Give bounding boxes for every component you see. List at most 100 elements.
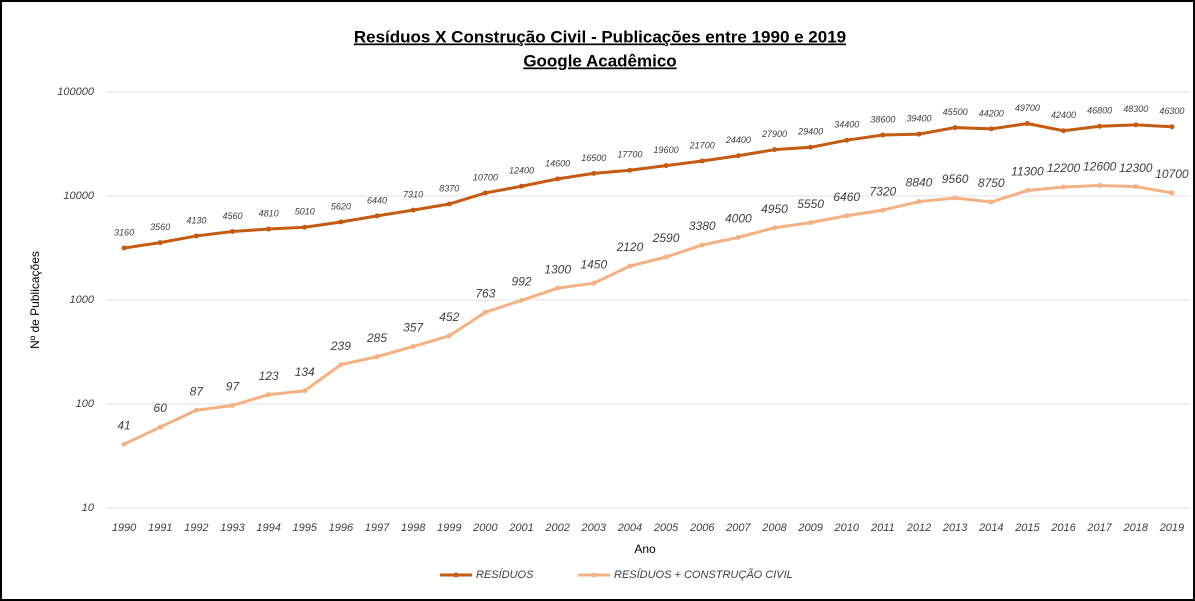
data-label: 3560: [150, 222, 170, 232]
point: [1097, 183, 1103, 189]
y-tick-label: 1000: [70, 294, 95, 306]
x-tick-label: 1995: [292, 522, 317, 534]
data-label: 29400: [797, 127, 823, 137]
point: [157, 424, 163, 430]
x-tick-label: 2009: [797, 522, 822, 534]
x-tick-label: 2007: [725, 522, 751, 534]
y-axis-label: Nº de Publicações: [28, 251, 42, 349]
point: [1024, 187, 1030, 193]
data-label: 123: [259, 369, 279, 383]
data-label: 4000: [725, 212, 752, 226]
data-label: 11300: [1011, 165, 1044, 179]
chart-subtitle: Google Acadêmico: [523, 51, 676, 70]
point: [699, 158, 705, 164]
x-tick-label: 2005: [653, 522, 679, 534]
data-label: 21700: [689, 140, 715, 150]
point: [482, 309, 488, 315]
data-label: 6440: [367, 195, 387, 205]
point: [1024, 121, 1030, 127]
point: [952, 125, 958, 131]
data-label: 3380: [689, 219, 716, 233]
point: [699, 242, 705, 248]
point: [1169, 190, 1175, 196]
data-label: 39400: [906, 113, 931, 123]
y-tick-label: 100: [76, 398, 95, 410]
data-label: 41: [117, 418, 130, 432]
point: [519, 297, 525, 303]
x-tick-label: 2003: [581, 522, 607, 534]
legend-label: RESÍDUOS: [476, 568, 534, 581]
data-label: 34400: [834, 120, 859, 130]
data-label: 8840: [906, 176, 933, 190]
x-tick-label: 2002: [544, 522, 569, 534]
data-label: 5010: [295, 207, 315, 217]
x-tick-label: 2015: [1014, 522, 1040, 534]
data-label: 14600: [545, 158, 570, 168]
legend-marker: [453, 572, 459, 578]
x-tick-label: 1993: [220, 522, 245, 534]
data-label: 27900: [761, 129, 787, 139]
data-label: 19600: [654, 145, 679, 155]
point: [1061, 128, 1067, 134]
legend-label: RESÍDUOS + CONSTRUÇÃO CIVIL: [614, 568, 793, 581]
x-tick-label: 2019: [1159, 522, 1184, 534]
data-label: 10700: [1155, 167, 1189, 181]
point: [591, 170, 597, 176]
data-label: 46300: [1159, 106, 1184, 116]
data-label: 44200: [979, 108, 1004, 118]
data-label: 6460: [833, 190, 860, 204]
point: [771, 147, 777, 153]
x-tick-label: 2013: [942, 522, 968, 534]
data-label: 1300: [544, 262, 571, 276]
data-label: 49700: [1015, 103, 1040, 113]
x-tick-label: 2010: [833, 522, 859, 534]
data-label: 357: [403, 321, 424, 335]
y-tick-label: 10000: [63, 190, 94, 202]
x-tick-label: 2017: [1086, 522, 1112, 534]
data-label: 452: [439, 310, 459, 324]
point: [266, 226, 272, 232]
point: [446, 201, 452, 207]
point: [410, 207, 416, 213]
x-tick-label: 2016: [1050, 522, 1076, 534]
data-label: 7320: [870, 184, 897, 198]
data-label: 285: [366, 331, 387, 345]
data-label: 4810: [259, 208, 279, 218]
data-label: 763: [475, 286, 495, 300]
x-tick-label: 1992: [184, 522, 208, 534]
point: [844, 213, 850, 219]
point: [519, 183, 525, 189]
point: [482, 190, 488, 196]
line: [123, 184, 1173, 446]
point: [735, 234, 741, 240]
point: [121, 245, 127, 251]
point: [627, 167, 633, 173]
data-label: 1450: [580, 257, 607, 271]
data-label: 12400: [509, 166, 534, 176]
point: [988, 126, 994, 132]
chart-title: Resíduos X Construção Civil - Publicaçõe…: [354, 27, 846, 46]
point: [229, 228, 235, 234]
point: [374, 213, 380, 219]
data-label: 60: [154, 401, 168, 415]
data-label: 87: [190, 384, 205, 398]
y-tick-label: 10: [82, 502, 95, 514]
point: [1097, 123, 1103, 129]
point: [157, 240, 163, 246]
x-tick-label: 2000: [472, 522, 498, 534]
legend-marker: [591, 572, 597, 578]
data-label: 134: [295, 365, 315, 379]
point: [1133, 184, 1139, 190]
point: [1133, 122, 1139, 128]
x-tick-label: 1997: [365, 522, 390, 534]
data-label: 992: [512, 275, 532, 289]
x-tick-label: 1999: [437, 522, 461, 534]
point: [952, 195, 958, 201]
point: [555, 285, 561, 291]
point: [916, 131, 922, 137]
data-label: 42400: [1051, 110, 1076, 120]
data-label: 10700: [473, 172, 498, 182]
data-label: 45500: [943, 107, 968, 117]
x-tick-label: 2014: [978, 522, 1003, 534]
point: [735, 153, 741, 159]
